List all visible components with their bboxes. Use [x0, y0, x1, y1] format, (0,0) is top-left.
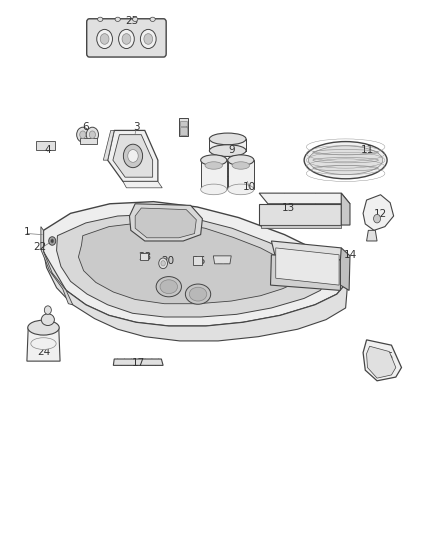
Text: 20: 20: [161, 256, 174, 266]
Polygon shape: [340, 248, 350, 290]
Ellipse shape: [41, 314, 54, 326]
Polygon shape: [27, 328, 60, 361]
Circle shape: [49, 237, 56, 245]
Circle shape: [100, 34, 109, 44]
Polygon shape: [272, 241, 346, 260]
Text: 16: 16: [193, 256, 206, 266]
Text: 13: 13: [282, 203, 296, 213]
Ellipse shape: [228, 184, 254, 195]
Circle shape: [97, 29, 113, 49]
Circle shape: [80, 131, 86, 139]
Text: 15: 15: [381, 352, 394, 362]
Text: 3: 3: [133, 122, 139, 132]
Ellipse shape: [28, 320, 59, 335]
Polygon shape: [261, 225, 341, 228]
Circle shape: [159, 258, 167, 269]
Circle shape: [122, 34, 131, 44]
Polygon shape: [341, 193, 350, 225]
Ellipse shape: [98, 17, 103, 21]
Polygon shape: [209, 139, 246, 151]
Text: 9: 9: [229, 144, 235, 155]
Text: 1: 1: [24, 227, 30, 237]
Text: 11: 11: [361, 144, 374, 155]
Polygon shape: [259, 204, 341, 225]
Polygon shape: [43, 201, 348, 326]
Text: 25: 25: [125, 16, 138, 26]
Ellipse shape: [232, 162, 250, 169]
FancyBboxPatch shape: [87, 19, 166, 57]
Polygon shape: [201, 160, 227, 189]
Circle shape: [374, 214, 381, 223]
Polygon shape: [108, 131, 158, 181]
Text: 6: 6: [82, 122, 89, 132]
Polygon shape: [363, 340, 402, 381]
Polygon shape: [367, 346, 396, 378]
Circle shape: [77, 127, 89, 142]
Polygon shape: [57, 214, 327, 317]
Circle shape: [44, 306, 51, 314]
Ellipse shape: [209, 133, 246, 145]
Polygon shape: [213, 256, 231, 264]
Circle shape: [141, 29, 156, 49]
Circle shape: [128, 150, 138, 163]
Bar: [80, 138, 97, 144]
Bar: [140, 253, 148, 260]
Text: 7: 7: [168, 208, 174, 219]
Text: 23: 23: [138, 252, 152, 262]
Circle shape: [124, 144, 143, 167]
Polygon shape: [113, 359, 163, 366]
Circle shape: [119, 29, 134, 49]
Circle shape: [144, 34, 152, 44]
Polygon shape: [103, 131, 114, 160]
Polygon shape: [43, 252, 348, 341]
Text: 5: 5: [181, 122, 187, 132]
Ellipse shape: [201, 155, 227, 165]
Polygon shape: [113, 135, 152, 177]
Bar: [180, 127, 187, 135]
Text: 14: 14: [343, 250, 357, 260]
Ellipse shape: [133, 17, 138, 21]
Ellipse shape: [308, 146, 383, 174]
Ellipse shape: [205, 162, 223, 169]
Ellipse shape: [115, 17, 120, 21]
Bar: [35, 141, 55, 150]
Ellipse shape: [150, 17, 155, 21]
Ellipse shape: [156, 277, 181, 297]
Polygon shape: [363, 195, 394, 230]
Bar: [193, 256, 202, 265]
Polygon shape: [130, 204, 202, 241]
Bar: [179, 118, 188, 136]
Text: 4: 4: [45, 144, 51, 155]
Polygon shape: [123, 181, 162, 188]
Circle shape: [89, 131, 95, 139]
Polygon shape: [259, 193, 350, 204]
Ellipse shape: [209, 145, 246, 157]
Ellipse shape: [304, 142, 387, 179]
Ellipse shape: [160, 280, 177, 294]
Text: 10: 10: [243, 182, 256, 192]
Polygon shape: [41, 227, 73, 305]
Circle shape: [50, 239, 54, 243]
Polygon shape: [367, 230, 377, 241]
Text: 21: 21: [217, 256, 230, 266]
Circle shape: [161, 261, 165, 266]
Bar: [180, 121, 187, 126]
Polygon shape: [135, 208, 196, 238]
Polygon shape: [78, 223, 300, 304]
Polygon shape: [271, 255, 341, 290]
Polygon shape: [228, 160, 254, 189]
Text: 24: 24: [37, 346, 50, 357]
Text: 17: 17: [131, 358, 145, 368]
Polygon shape: [276, 248, 339, 285]
Ellipse shape: [185, 284, 211, 304]
Ellipse shape: [228, 155, 254, 165]
Text: 12: 12: [374, 209, 387, 220]
Ellipse shape: [201, 184, 227, 195]
Ellipse shape: [189, 287, 207, 301]
Text: 22: 22: [33, 243, 46, 252]
Ellipse shape: [31, 338, 56, 350]
Circle shape: [86, 127, 99, 142]
